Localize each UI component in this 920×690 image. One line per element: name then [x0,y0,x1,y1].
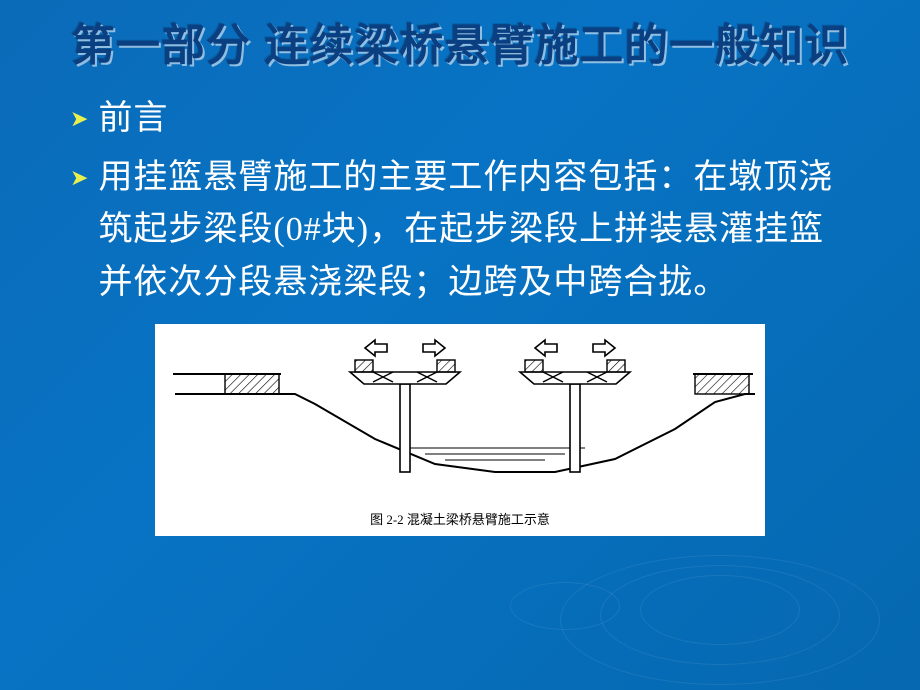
bg-ripple [560,555,880,685]
chevron-right-icon: ➤ [70,95,88,143]
diagram-caption: 图 2-2 混凝土梁桥悬臂施工示意 [155,509,765,528]
bullet-item: ➤ 用挂篮悬臂施工的主要工作内容包括：在墩顶浇筑起步梁段(0#块)，在起步梁段上… [70,152,850,310]
title-area: 第一部分 连续梁桥悬臂施工的一般知识 [0,0,920,73]
bullet-text: 用挂篮悬臂施工的主要工作内容包括：在墩顶浇筑起步梁段(0#块)，在起步梁段上拼装… [98,152,850,310]
chevron-right-icon: ➤ [70,154,88,202]
bridge-diagram-svg [155,324,765,536]
bg-ripple [600,565,840,665]
content-area: ➤ 前言 ➤ 用挂篮悬臂施工的主要工作内容包括：在墩顶浇筑起步梁段(0#块)，在… [0,73,920,536]
slide-title: 第一部分 连续梁桥悬臂施工的一般知识 [0,18,920,73]
bg-ripple [510,582,620,630]
diagram-figure: 图 2-2 混凝土梁桥悬臂施工示意 [155,324,765,536]
bullet-item: ➤ 前言 [70,93,850,146]
bullet-text: 前言 [98,93,168,146]
bg-ripple [640,575,800,645]
